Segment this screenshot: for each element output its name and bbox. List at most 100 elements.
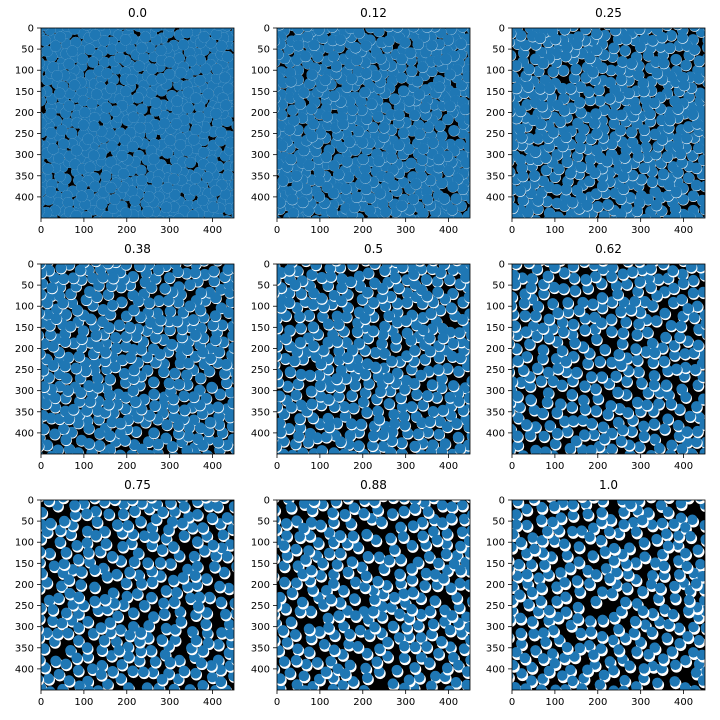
data-point [353,28,365,39]
data-point [205,353,217,365]
data-point [626,57,638,69]
data-point [426,264,438,274]
data-point [183,46,196,59]
data-point [409,440,421,452]
data-point [648,97,660,109]
data-point [197,439,209,451]
data-point [88,120,100,132]
data-point [45,108,57,120]
data-point [341,311,352,323]
data-point [579,264,589,267]
data-point [171,95,183,107]
data-point [372,405,384,417]
data-point [231,374,234,384]
data-point [294,413,306,425]
data-point [340,183,352,195]
data-point [566,196,578,208]
data-point [512,166,516,177]
data-point [349,379,361,391]
data-point [97,271,109,283]
data-point [426,65,438,77]
data-point [308,39,320,51]
data-point [138,52,150,64]
data-point [524,338,535,350]
data-point [433,428,445,440]
data-point [172,266,184,278]
data-point [72,447,84,454]
data-point [298,87,310,99]
data-point [76,180,88,193]
data-point [62,351,74,363]
data-point [378,122,390,134]
data-point [664,114,676,126]
data-point [173,378,185,390]
data-point [277,390,285,402]
data-point [403,143,415,155]
data-point [467,174,470,184]
data-point [294,98,306,110]
axes-frame [511,27,706,219]
data-point [575,106,587,118]
data-point [163,377,175,389]
data-point [194,101,206,113]
data-point [83,380,95,392]
data-point [689,43,701,55]
data-point [393,282,405,294]
data-point [314,380,326,391]
data-point [639,213,651,218]
data-point [522,207,534,218]
data-point [214,135,227,147]
data-point [41,451,43,454]
data-point [605,64,617,76]
data-point [375,53,387,65]
data-point [580,28,592,35]
data-point [690,179,702,191]
data-point [582,357,594,369]
data-point [158,117,171,130]
subplot-title: 0.38 [124,242,151,256]
data-point [104,389,116,401]
data-point [98,35,111,47]
data-point [327,50,340,62]
data-point [434,415,446,427]
data-point [168,411,180,422]
data-point [684,211,696,218]
data-point [351,326,363,337]
data-point [377,440,389,452]
data-point [593,84,605,96]
data-point [422,426,434,438]
data-point [693,72,705,84]
data-point [306,69,318,81]
data-point [41,45,53,57]
data-point [292,378,304,390]
data-point [215,283,227,295]
axes-frame [40,27,235,219]
data-point [322,318,334,330]
data-point [588,264,600,270]
data-point [460,271,470,283]
data-point [348,201,361,213]
data-point [424,332,435,344]
data-point [465,87,470,99]
data-point [85,313,97,325]
data-point [549,33,561,45]
data-point [676,32,688,44]
data-point [80,211,92,218]
data-point [599,343,611,355]
data-point [70,362,82,374]
data-point [113,319,125,331]
data-point [150,97,162,109]
data-point [538,430,550,442]
data-point [50,313,62,325]
data-point [198,31,210,43]
data-point [681,132,693,144]
data-point [368,296,379,308]
data-point [158,366,169,378]
data-point [41,172,47,184]
data-point [59,336,71,347]
data-point [625,126,638,138]
data-point [453,264,460,266]
y-tick-label: 0 [28,24,34,35]
data-point [431,391,443,403]
data-point [92,372,104,384]
